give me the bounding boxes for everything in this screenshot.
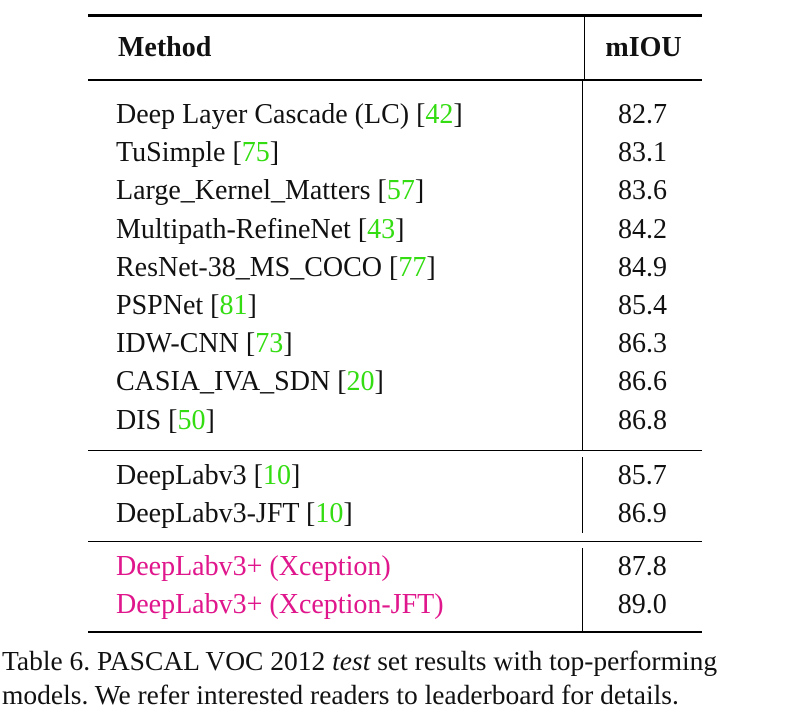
miou-cell: 85.4 (618, 290, 667, 322)
miou-cell: 87.8 (617, 551, 667, 583)
method-cell: DeepLabv3 [10] (88, 456, 583, 496)
method-cell: IDW-CNN [73] (88, 325, 583, 364)
table-row: DeepLabv3+ (Xception-JFT) 89.0 (88, 586, 702, 625)
miou-cell: 86.9 (617, 498, 667, 530)
method-cell: Deep Layer Cascade (LC) [42] (88, 96, 583, 135)
group-divider (88, 449, 702, 451)
header-rule (88, 79, 702, 81)
table-row: DeepLabv3+ (Xception) 87.8 (88, 548, 702, 587)
miou-cell: 86.8 (618, 404, 667, 436)
header-miou: mIOU (605, 32, 682, 63)
citation-link[interactable]: 20 (346, 366, 375, 398)
method-cell: CASIA_IVA_SDN [20] (88, 363, 583, 402)
citation-link[interactable]: 43 (367, 213, 396, 245)
miou-cell: 84.9 (618, 251, 667, 283)
table-row: Deep Layer Cascade (LC) [42] 82.7 (88, 96, 702, 135)
miou-cell: 85.7 (617, 459, 667, 491)
method-cell: TuSimple [75] (88, 134, 583, 173)
citation-link[interactable]: 57 (386, 175, 415, 207)
table-row: TuSimple [75] 83.1 (88, 134, 702, 173)
results-table: Method mIOU Deep Layer Cascade (LC) [42]… (88, 14, 702, 633)
header-row: Method mIOU (88, 17, 702, 79)
method-cell: Multipath-RefineNet [43] (88, 210, 583, 249)
table-row: DeepLabv3 [10] 85.7 (88, 456, 702, 496)
citation-link[interactable]: 42 (425, 99, 454, 130)
header-method: Method (88, 17, 585, 79)
miou-cell: 83.6 (618, 175, 667, 207)
group-divider (88, 541, 702, 543)
method-cell: DeepLabv3-JFT [10] (88, 495, 583, 534)
caption-line-1: Table 6. PASCAL VOC 2012 test set result… (2, 645, 718, 676)
citation-link[interactable]: 77 (398, 251, 427, 283)
method-cell: PSPNet [81] (88, 287, 583, 326)
miou-cell: 84.2 (618, 213, 667, 245)
miou-cell: 83.1 (618, 137, 667, 169)
miou-cell: 86.6 (618, 366, 667, 398)
miou-cell: 86.3 (618, 328, 667, 360)
table-row: DeepLabv3-JFT [10] 86.9 (88, 495, 702, 534)
citation-link[interactable]: 73 (255, 328, 284, 360)
method-cell: ResNet-38_MS_COCO [77] (88, 248, 583, 288)
method-cell-ours: DeepLabv3+ (Xception) (88, 548, 583, 587)
method-cell: Large_Kernel_Matters [57] (88, 172, 583, 211)
top-rule (88, 14, 702, 17)
citation-link[interactable]: 10 (262, 459, 291, 491)
table-row: Large_Kernel_Matters [57] 83.6 (88, 172, 702, 211)
table-caption: Table 6. PASCAL VOC 2012 test set result… (2, 644, 794, 712)
miou-cell: 82.7 (618, 99, 667, 130)
citation-link[interactable]: 10 (315, 498, 344, 530)
table-row: Multipath-RefineNet [43] 84.2 (88, 210, 702, 249)
citation-link[interactable]: 75 (241, 137, 270, 169)
citation-link[interactable]: 50 (177, 404, 206, 436)
table-row: CASIA_IVA_SDN [20] 86.6 (88, 363, 702, 402)
method-cell: DIS [50] (88, 401, 583, 440)
miou-cell: 89.0 (617, 589, 667, 621)
caption-line-2: models. We refer interested readers to l… (2, 679, 679, 710)
bottom-rule (88, 630, 702, 633)
table-row: IDW-CNN [73] 86.3 (88, 325, 702, 364)
table-row: PSPNet [81] 85.4 (88, 287, 702, 326)
citation-link[interactable]: 81 (219, 290, 248, 322)
table-row: DIS [50] 86.8 (88, 401, 702, 440)
method-cell-ours: DeepLabv3+ (Xception-JFT) (88, 586, 583, 625)
table-row: ResNet-38_MS_COCO [77] 84.9 (88, 248, 702, 288)
